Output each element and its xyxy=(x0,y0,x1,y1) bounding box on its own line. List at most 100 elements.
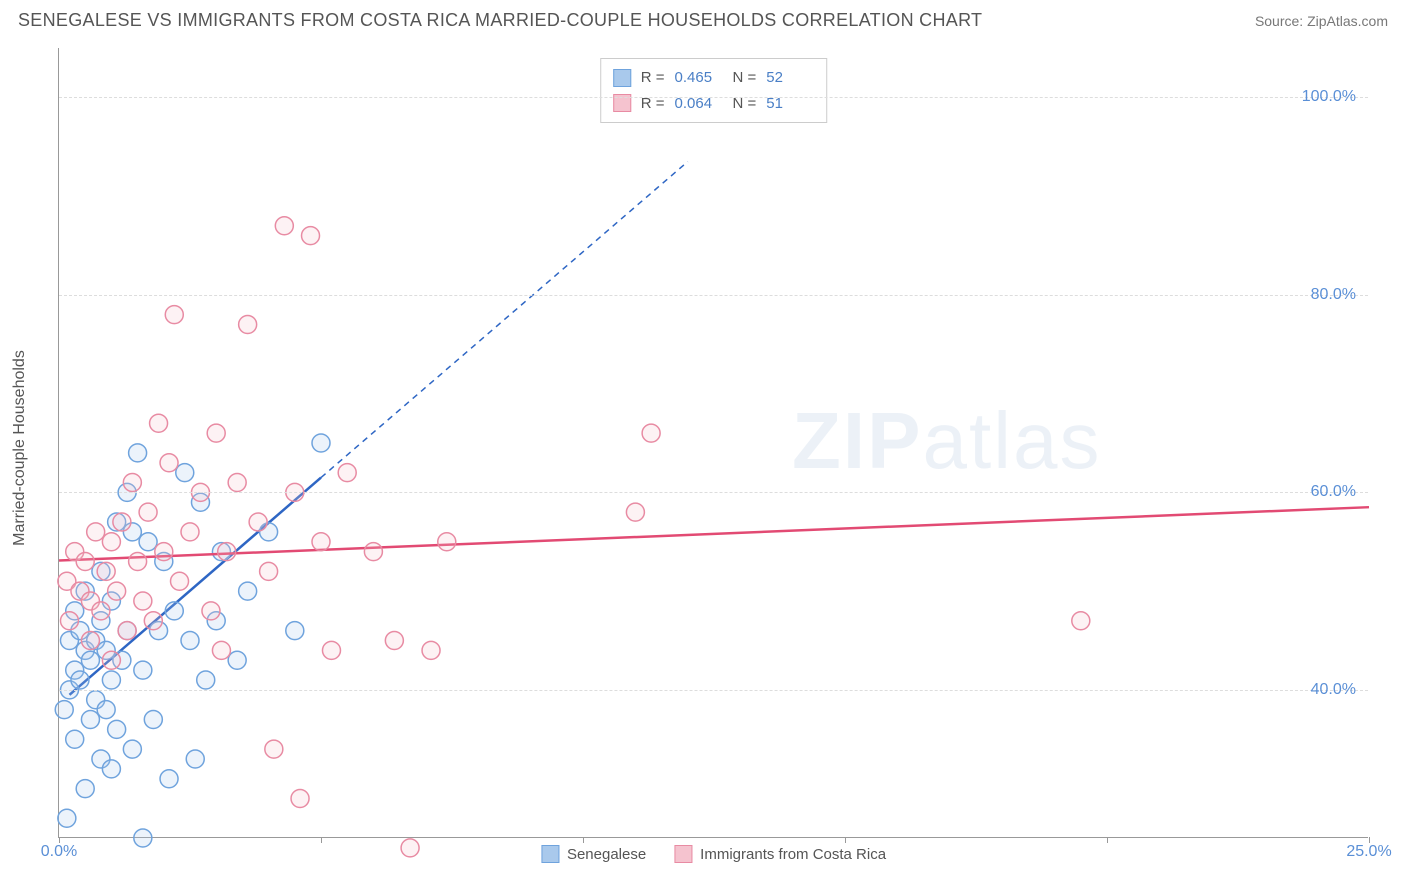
legend-correlation: R = 0.465 N = 52R =0.064N =51 xyxy=(600,58,828,123)
data-point xyxy=(181,523,199,541)
data-point xyxy=(202,602,220,620)
data-point xyxy=(71,671,89,689)
y-tick-label: 60.0% xyxy=(1311,483,1356,501)
data-point xyxy=(312,434,330,452)
data-point xyxy=(165,602,183,620)
legend-correlation-row: R =0.064N =51 xyxy=(613,91,815,117)
data-point xyxy=(265,740,283,758)
chart-title: SENEGALESE VS IMMIGRANTS FROM COSTA RICA… xyxy=(18,10,982,31)
plot-svg xyxy=(59,48,1368,837)
data-point xyxy=(165,306,183,324)
data-point xyxy=(97,701,115,719)
data-point xyxy=(81,651,99,669)
data-point xyxy=(102,760,120,778)
data-point xyxy=(87,523,105,541)
legend-item-costa-rica: Immigrants from Costa Rica xyxy=(674,845,886,863)
legend-label-costa-rica: Immigrants from Costa Rica xyxy=(700,846,886,863)
x-tick xyxy=(1107,837,1108,843)
data-point xyxy=(422,641,440,659)
chart-container: Married-couple Households ZIPatlas R =0.… xyxy=(50,48,1380,848)
data-point xyxy=(81,632,99,650)
r-label: R = xyxy=(641,65,665,91)
data-point xyxy=(55,701,73,719)
source-label: Source: ZipAtlas.com xyxy=(1255,13,1388,29)
data-point xyxy=(97,562,115,580)
legend-correlation-row: R = 0.465 N = 52 xyxy=(613,65,815,91)
n-label: N = xyxy=(733,65,757,91)
x-tick xyxy=(845,837,846,843)
r-value: 0.465 xyxy=(675,65,723,91)
swatch-costa-rica xyxy=(674,845,692,863)
legend-label-senegalese: Senegalese xyxy=(567,846,646,863)
data-point xyxy=(207,424,225,442)
data-point xyxy=(322,641,340,659)
gridline xyxy=(59,295,1368,296)
data-point xyxy=(160,770,178,788)
y-tick-label: 100.0% xyxy=(1302,88,1356,106)
legend-series: Senegalese Immigrants from Costa Rica xyxy=(541,845,886,863)
data-point xyxy=(60,612,78,630)
y-tick-label: 80.0% xyxy=(1311,286,1356,304)
data-point xyxy=(275,217,293,235)
swatch-icon xyxy=(613,69,631,87)
data-point xyxy=(385,632,403,650)
data-point xyxy=(134,661,152,679)
x-tick xyxy=(321,837,322,843)
data-point xyxy=(228,474,246,492)
data-point xyxy=(155,543,173,561)
data-point xyxy=(338,464,356,482)
data-point xyxy=(438,533,456,551)
data-point xyxy=(102,651,120,669)
data-point xyxy=(286,622,304,640)
data-point xyxy=(92,602,110,620)
data-point xyxy=(144,711,162,729)
data-point xyxy=(176,464,194,482)
data-point xyxy=(249,513,267,531)
gridline xyxy=(59,97,1368,98)
data-point xyxy=(81,711,99,729)
data-point xyxy=(642,424,660,442)
data-point xyxy=(139,503,157,521)
data-point xyxy=(129,553,147,571)
data-point xyxy=(312,533,330,551)
data-point xyxy=(134,829,152,847)
data-point xyxy=(139,533,157,551)
n-value: 51 xyxy=(766,91,814,117)
trendline-extension xyxy=(321,162,688,478)
data-point xyxy=(76,780,94,798)
x-tick xyxy=(583,837,584,843)
gridline xyxy=(59,690,1368,691)
data-point xyxy=(186,750,204,768)
data-point xyxy=(144,612,162,630)
legend-item-senegalese: Senegalese xyxy=(541,845,646,863)
data-point xyxy=(66,730,84,748)
data-point xyxy=(113,513,131,531)
data-point xyxy=(134,592,152,610)
data-point xyxy=(239,582,257,600)
data-point xyxy=(102,533,120,551)
gridline xyxy=(59,492,1368,493)
data-point xyxy=(102,671,120,689)
data-point xyxy=(218,543,236,561)
data-point xyxy=(123,740,141,758)
x-tick-label: 25.0% xyxy=(1346,843,1391,861)
data-point xyxy=(123,474,141,492)
y-tick-label: 40.0% xyxy=(1311,681,1356,699)
data-point xyxy=(302,227,320,245)
data-point xyxy=(212,641,230,659)
data-point xyxy=(108,720,126,738)
data-point xyxy=(76,553,94,571)
y-axis-label: Married-couple Households xyxy=(11,350,29,546)
data-point xyxy=(239,316,257,334)
data-point xyxy=(58,809,76,827)
x-tick-label: 0.0% xyxy=(41,843,77,861)
data-point xyxy=(1072,612,1090,630)
data-point xyxy=(108,582,126,600)
data-point xyxy=(118,622,136,640)
swatch-senegalese xyxy=(541,845,559,863)
n-value: 52 xyxy=(766,65,814,91)
data-point xyxy=(626,503,644,521)
data-point xyxy=(228,651,246,669)
r-label: R = xyxy=(641,91,665,117)
data-point xyxy=(129,444,147,462)
